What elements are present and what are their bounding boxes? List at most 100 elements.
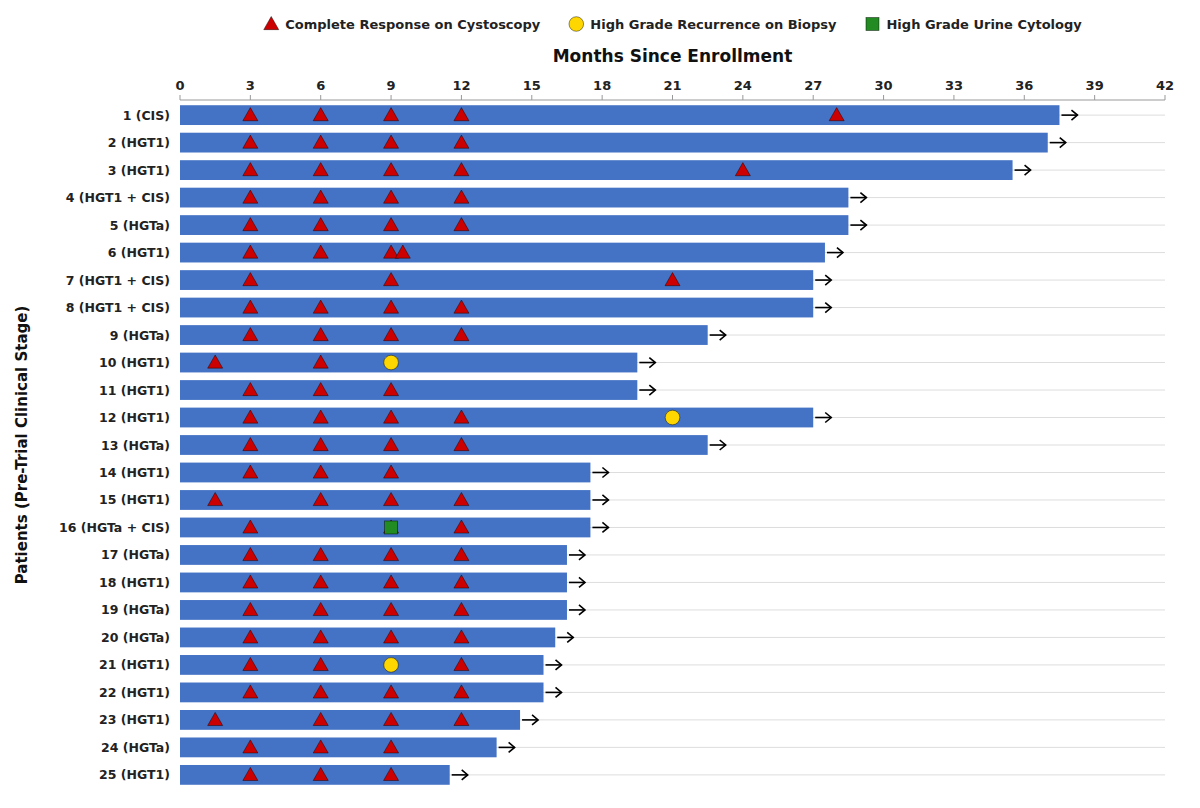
- event-marker: [384, 135, 399, 148]
- x-tick: [602, 95, 603, 100]
- ongoing-arrow: [815, 303, 831, 313]
- event-marker: [313, 355, 328, 368]
- arrow-shaft: [850, 224, 866, 226]
- event-marker: [313, 657, 328, 670]
- legend-item: Complete Response on Cystoscopy: [264, 17, 541, 32]
- ongoing-arrow: [815, 275, 831, 285]
- event-marker: [313, 712, 328, 725]
- y-tick-label: 15 (HGT1): [99, 492, 170, 507]
- arrow-shaft: [639, 362, 655, 364]
- arrow-shaft: [592, 499, 608, 501]
- x-tick: [250, 95, 251, 100]
- x-tick-label: 33: [945, 78, 963, 93]
- x-tick: [742, 95, 743, 100]
- arrow-head: [825, 275, 831, 285]
- arrow-shaft: [569, 582, 585, 584]
- x-tick-label: 30: [875, 78, 893, 93]
- x-tick-label: 27: [804, 78, 822, 93]
- event-marker: [313, 767, 328, 780]
- y-tick-label: 9 (HGTa): [110, 328, 170, 343]
- event-marker: [313, 685, 328, 698]
- x-tick-label: 0: [175, 78, 184, 93]
- arrow-shaft: [592, 527, 608, 529]
- event-marker: [384, 383, 399, 396]
- event-marker: [208, 355, 223, 368]
- event-marker: [454, 520, 469, 533]
- event-marker: [384, 163, 399, 176]
- arrow-head: [825, 413, 831, 423]
- ongoing-arrow: [546, 687, 562, 697]
- x-tick-label: 36: [1015, 78, 1033, 93]
- ongoing-arrow: [850, 220, 866, 230]
- bar: [180, 408, 813, 428]
- ongoing-arrow: [522, 715, 538, 725]
- arrow-shaft: [710, 444, 726, 446]
- event-marker: [665, 410, 680, 425]
- y-tick-label: 7 (HGT1 + CIS): [66, 273, 170, 288]
- ongoing-arrow: [592, 522, 608, 532]
- event-marker: [454, 218, 469, 231]
- y-axis-label: Patients (Pre-Trial Clinical Stage): [13, 306, 31, 585]
- event-marker: [243, 630, 258, 643]
- arrow-head: [649, 385, 655, 395]
- ongoing-arrow: [569, 605, 585, 615]
- event-marker: [384, 218, 399, 231]
- x-tick-label: 24: [734, 78, 752, 93]
- arrow-head: [509, 742, 515, 752]
- x-tick-label: 3: [246, 78, 255, 93]
- event-marker: [454, 602, 469, 615]
- y-tick-label: 24 (HGTa): [101, 740, 170, 755]
- arrow-shaft: [1050, 142, 1066, 144]
- event-marker: [454, 328, 469, 341]
- ongoing-arrow: [569, 550, 585, 560]
- arrow-shaft: [546, 664, 562, 666]
- arrow-head: [567, 632, 573, 642]
- y-tick-label: 19 (HGTa): [101, 602, 170, 617]
- event-marker: [313, 575, 328, 588]
- x-tick-label: 39: [1086, 78, 1104, 93]
- arrow-head: [860, 193, 866, 203]
- arrow-shaft: [815, 279, 831, 281]
- x-axis-label: Months Since Enrollment: [553, 46, 793, 66]
- arrow-head: [837, 248, 843, 258]
- arrow-head: [579, 605, 585, 615]
- event-marker: [243, 328, 258, 341]
- bar: [180, 573, 567, 593]
- event-marker: [313, 218, 328, 231]
- ongoing-arrow: [850, 193, 866, 203]
- event-marker: [454, 547, 469, 560]
- legend-item: High Grade Recurrence on Biopsy: [569, 17, 837, 32]
- event-marker: [313, 300, 328, 313]
- ongoing-arrow: [639, 385, 655, 395]
- arrow-head: [1060, 138, 1066, 148]
- arrow-shaft: [546, 692, 562, 694]
- arrow-shaft: [815, 307, 831, 309]
- legend: Complete Response on Cystoscopy High Grad…: [264, 17, 1083, 32]
- legend-swatch: [866, 18, 879, 31]
- event-marker: [384, 520, 399, 533]
- event-marker: [243, 438, 258, 451]
- event-marker: [384, 492, 399, 505]
- y-tick-label: 6 (HGT1): [108, 245, 170, 260]
- event-marker: [384, 575, 399, 588]
- event-marker: [454, 190, 469, 203]
- bar: [180, 215, 848, 235]
- legend-label: Complete Response on Cystoscopy: [285, 17, 541, 32]
- event-marker: [313, 135, 328, 148]
- x-tick: [1165, 95, 1166, 100]
- y-tick-label: 14 (HGT1): [99, 465, 170, 480]
- event-marker: [243, 135, 258, 148]
- arrow-shaft: [592, 472, 608, 474]
- event-marker: [243, 163, 258, 176]
- event-marker: [454, 712, 469, 725]
- event-marker: [384, 465, 399, 478]
- arrow-head: [720, 440, 726, 450]
- event-marker: [313, 740, 328, 753]
- bar: [180, 655, 544, 675]
- arrow-shaft: [827, 252, 843, 254]
- event-marker: [384, 300, 399, 313]
- event-marker: [395, 245, 410, 258]
- ongoing-arrow: [815, 413, 831, 423]
- event-marker: [384, 658, 399, 673]
- x-tick: [1094, 95, 1095, 100]
